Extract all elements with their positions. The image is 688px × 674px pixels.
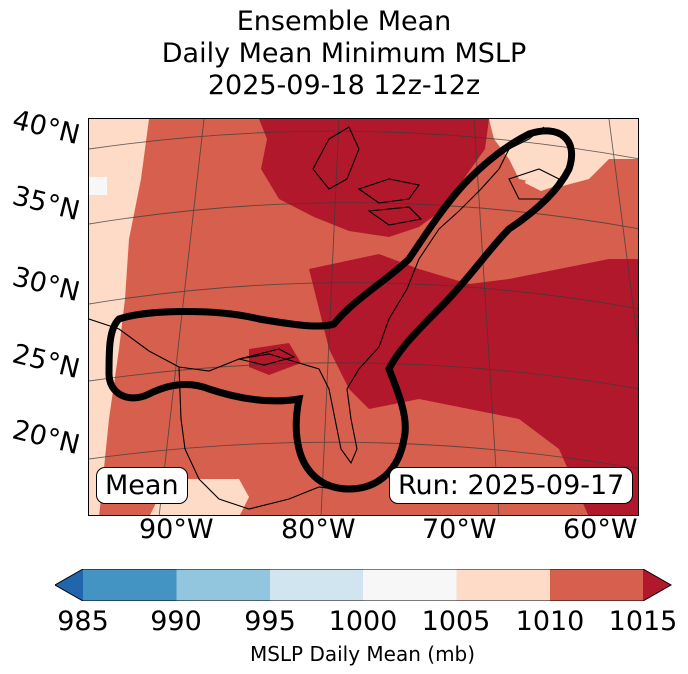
colorbar-tick-1000: 1000 bbox=[328, 606, 398, 637]
colorbar-tick-985: 985 bbox=[57, 606, 109, 637]
title-line-1: Ensemble Mean bbox=[236, 6, 452, 37]
colorbar-extend-low bbox=[55, 569, 83, 601]
field-1000-1005-spot bbox=[89, 177, 107, 195]
lat-label-20n: 20°N bbox=[9, 414, 83, 462]
colorbar-label: MSLP Daily Mean (mb) bbox=[249, 642, 476, 666]
mean-label: Mean bbox=[96, 467, 188, 504]
colorbar-tick-1005: 1005 bbox=[421, 606, 491, 637]
title-line-3: 2025-09-18 12z-12z bbox=[207, 70, 481, 101]
colorbar-990-995 bbox=[176, 569, 270, 601]
lat-label-25n: 25°N bbox=[9, 338, 83, 386]
colorbar-extend-high bbox=[643, 569, 671, 601]
lat-label-35n: 35°N bbox=[9, 180, 83, 228]
field-above-1015-north bbox=[259, 119, 489, 237]
colorbar-tick-1010: 1010 bbox=[515, 606, 585, 637]
colorbar-1010-1015 bbox=[550, 569, 643, 601]
colorbar-tick-1015: 1015 bbox=[608, 606, 678, 637]
lon-label-60w: 60°W bbox=[563, 514, 638, 545]
lat-label-30n: 30°N bbox=[9, 261, 83, 309]
lon-label-80w: 80°W bbox=[281, 514, 356, 545]
colorbar bbox=[55, 569, 673, 601]
lon-label-90w: 90°W bbox=[139, 514, 214, 545]
title-line-2: Daily Mean Minimum MSLP bbox=[161, 38, 527, 69]
colorbar-1000-1005 bbox=[363, 569, 457, 601]
colorbar-tick-990: 990 bbox=[150, 606, 202, 637]
pressure-map bbox=[88, 118, 639, 516]
colorbar-1005-1010 bbox=[456, 569, 550, 601]
run-label: Run: 2025-09-17 bbox=[389, 467, 634, 504]
lat-label-40n: 40°N bbox=[9, 104, 83, 152]
colorbar-995-1000 bbox=[270, 569, 363, 601]
field-above-1015-atlantic bbox=[309, 254, 638, 515]
field-above-1015-gulf bbox=[249, 343, 301, 375]
highlight-contour bbox=[105, 127, 576, 493]
colorbar-985-990 bbox=[83, 569, 177, 601]
colorbar-tick-995: 995 bbox=[244, 606, 296, 637]
lon-label-70w: 70°W bbox=[422, 514, 497, 545]
